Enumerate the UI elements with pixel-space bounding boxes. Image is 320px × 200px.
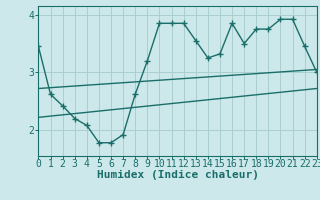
X-axis label: Humidex (Indice chaleur): Humidex (Indice chaleur) [97,170,259,180]
